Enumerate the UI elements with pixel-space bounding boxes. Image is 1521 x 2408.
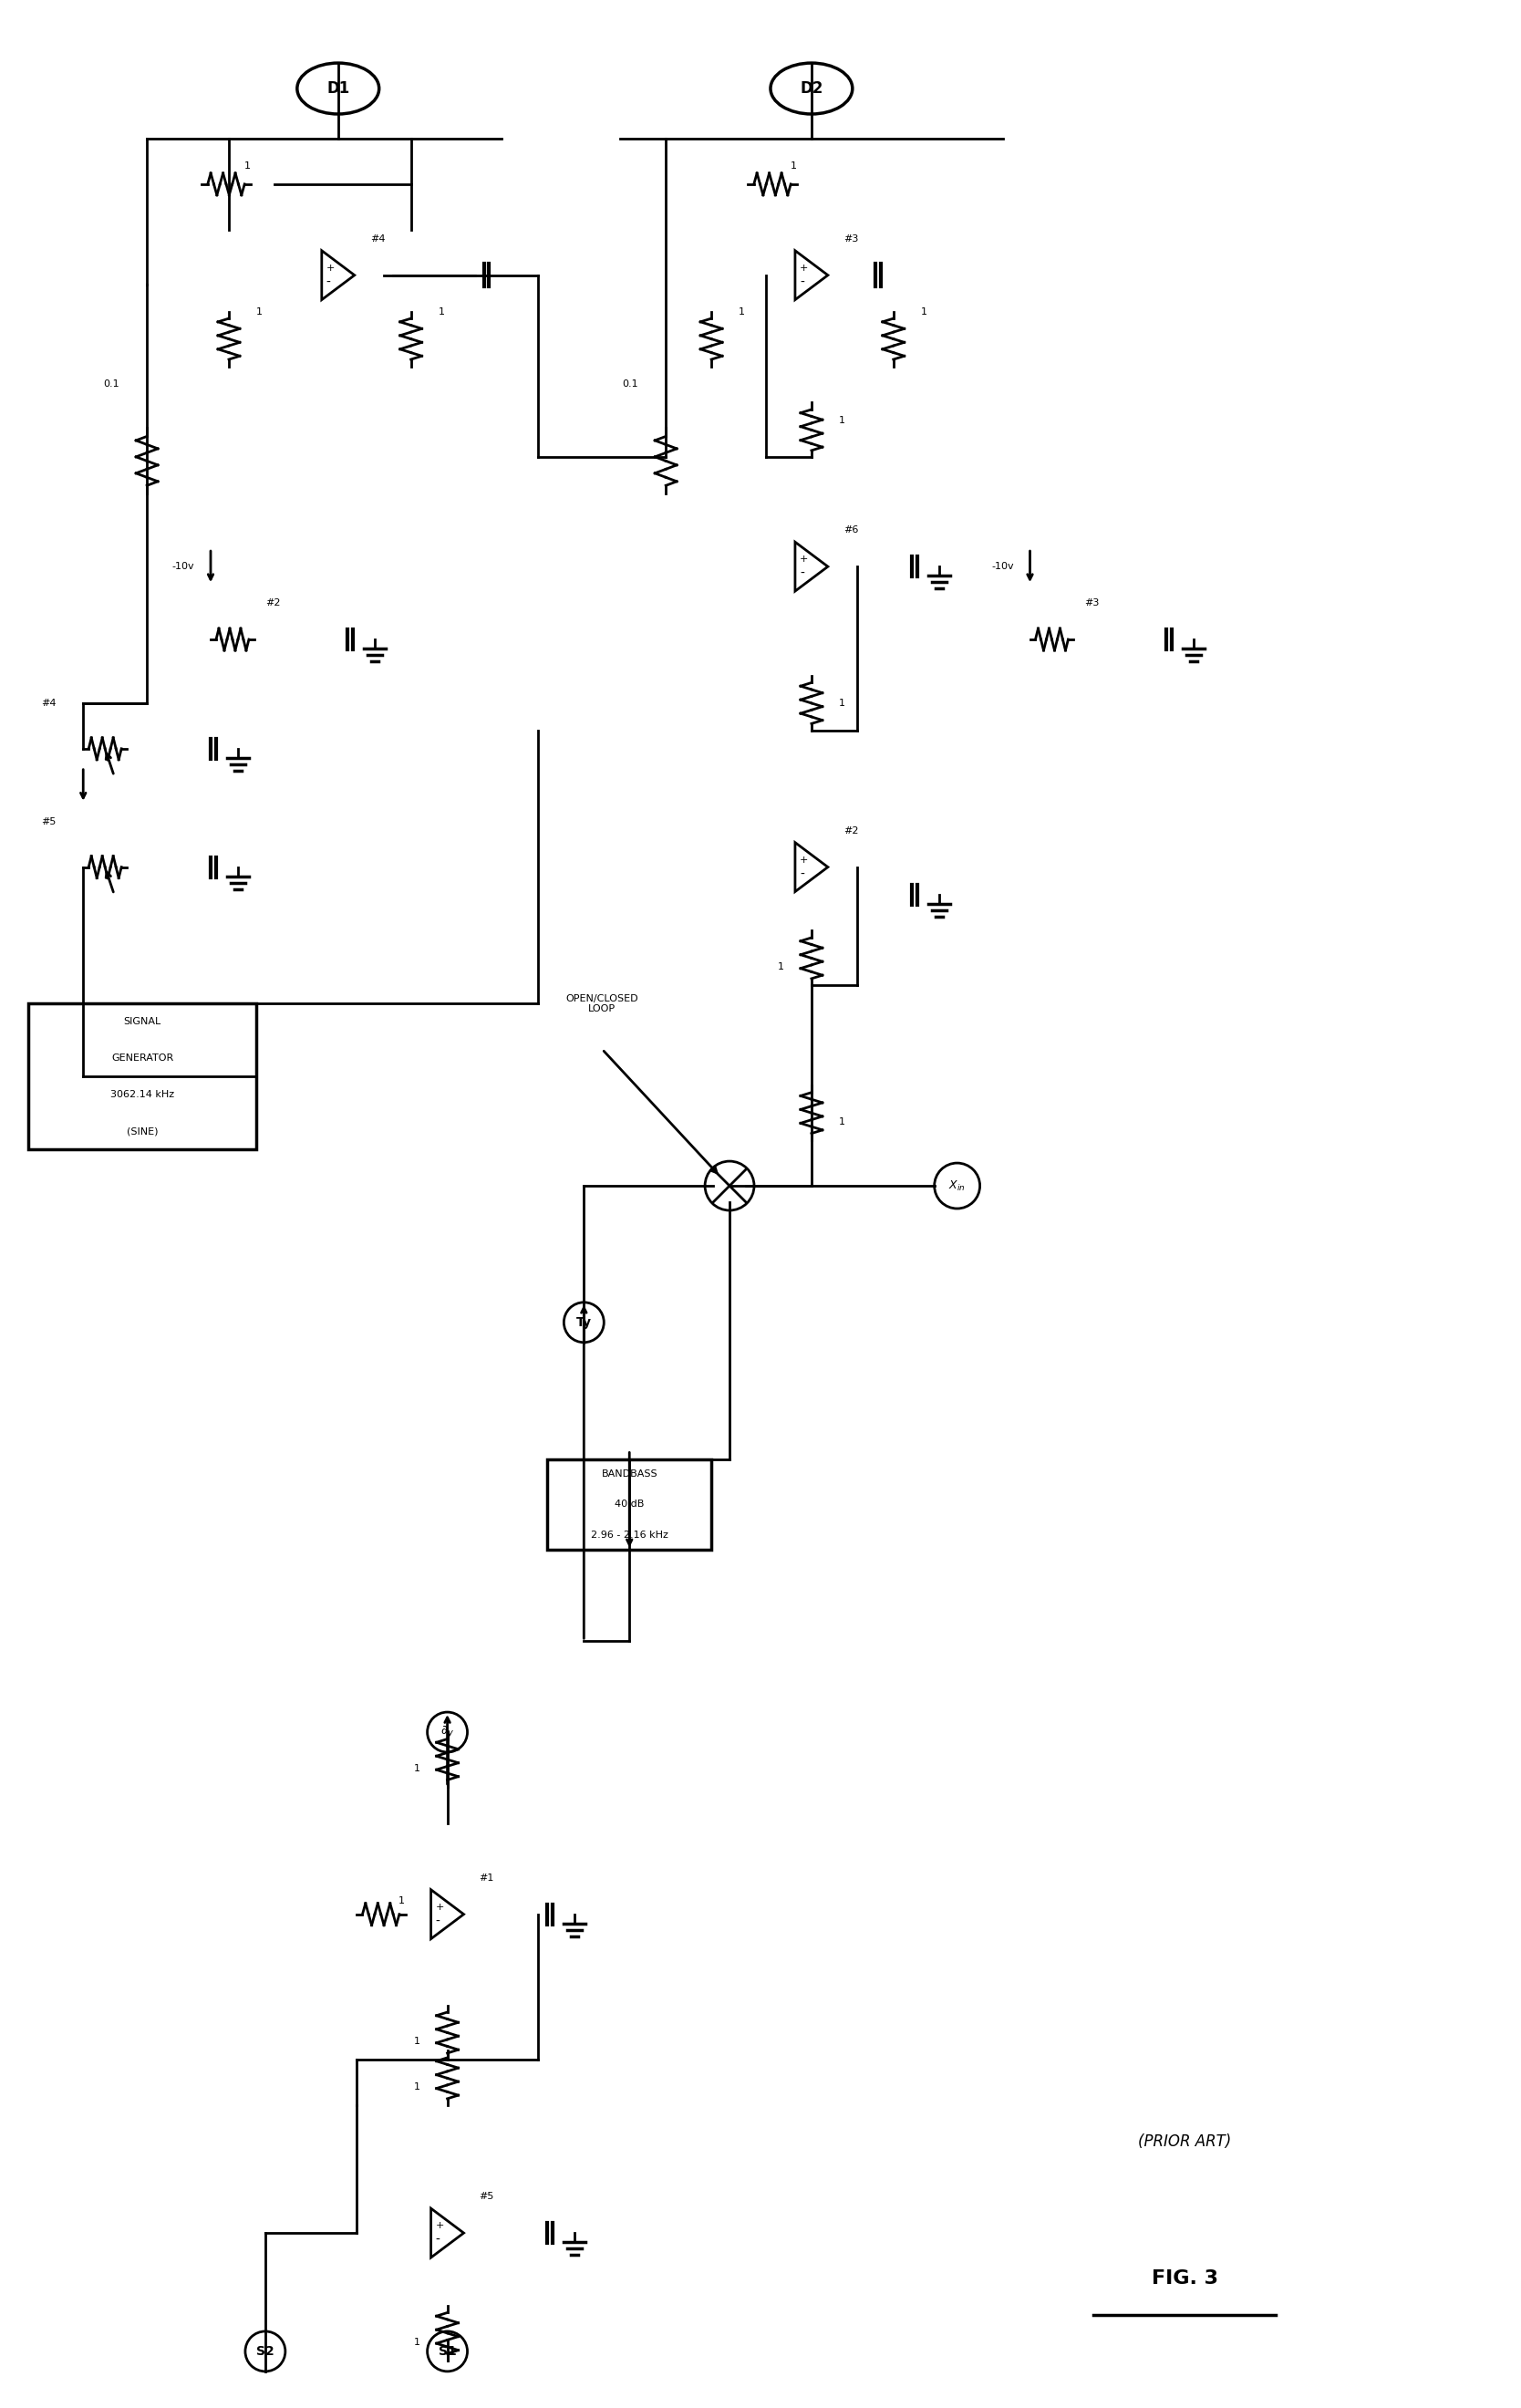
Text: 1: 1 [438, 308, 444, 315]
Text: #4: #4 [41, 698, 56, 708]
Text: D2: D2 [800, 79, 823, 96]
Text: +: + [800, 855, 808, 864]
Text: 1: 1 [243, 161, 251, 171]
Text: 1: 1 [777, 963, 785, 973]
Text: #1: #1 [479, 1873, 494, 1883]
Text: 1: 1 [399, 1895, 405, 1905]
Text: 1: 1 [414, 2083, 420, 2093]
Text: 1: 1 [739, 308, 745, 315]
Text: $X_{in}$: $X_{in}$ [949, 1180, 966, 1192]
Text: -10v: -10v [992, 561, 1015, 571]
Text: BANDBASS: BANDBASS [601, 1469, 657, 1479]
Text: #3: #3 [1084, 600, 1100, 607]
Text: (SINE): (SINE) [126, 1127, 158, 1137]
Text: 1: 1 [414, 2037, 420, 2047]
Text: Ty: Ty [576, 1317, 592, 1329]
Text: -: - [435, 1914, 440, 1929]
Text: #6: #6 [843, 525, 858, 535]
Text: #2: #2 [843, 826, 858, 836]
Text: +: + [435, 1902, 444, 1912]
Text: 2.96 - 2.16 kHz: 2.96 - 2.16 kHz [590, 1531, 668, 1539]
Text: #4: #4 [370, 234, 385, 243]
Text: +: + [800, 554, 808, 563]
Text: #2: #2 [265, 600, 280, 607]
Text: $\partial_y$: $\partial_y$ [441, 1724, 455, 1741]
Text: (PRIOR ART): (PRIOR ART) [1138, 2133, 1232, 2150]
Text: -: - [327, 277, 330, 289]
Text: +: + [327, 262, 335, 272]
Text: -: - [800, 277, 805, 289]
Text: -: - [800, 867, 805, 881]
Text: #5: #5 [41, 816, 56, 826]
Text: 1: 1 [414, 1765, 420, 1772]
Text: 1: 1 [838, 698, 846, 708]
Text: OPEN/CLOSED
LOOP: OPEN/CLOSED LOOP [566, 995, 639, 1014]
Text: S2: S2 [256, 2345, 274, 2357]
Text: -: - [435, 2235, 440, 2247]
Text: 1: 1 [414, 2338, 420, 2348]
Text: 1: 1 [838, 417, 846, 426]
Text: S1: S1 [438, 2345, 456, 2357]
Text: FIG. 3: FIG. 3 [1151, 2268, 1218, 2288]
Text: #3: #3 [843, 234, 858, 243]
Text: SIGNAL: SIGNAL [123, 1016, 161, 1026]
Text: 0.1: 0.1 [622, 380, 639, 390]
Bar [29, 1004, 256, 1149]
Text: 3062.14 kHz: 3062.14 kHz [111, 1091, 175, 1100]
Text: 1: 1 [920, 308, 928, 315]
Text: 40 dB: 40 dB [614, 1500, 645, 1510]
Text: #5: #5 [479, 2191, 494, 2201]
Text: 1: 1 [789, 161, 797, 171]
Text: D1: D1 [327, 79, 350, 96]
Text: 0.1: 0.1 [103, 380, 120, 390]
Text: 1: 1 [838, 1117, 846, 1127]
Text: +: + [800, 262, 808, 272]
Text: 1: 1 [256, 308, 263, 315]
Text: -10v: -10v [172, 561, 195, 571]
Bar [548, 1459, 712, 1551]
Text: -: - [800, 568, 805, 580]
Text: +: + [435, 2220, 444, 2230]
Text: GENERATOR: GENERATOR [111, 1055, 173, 1062]
